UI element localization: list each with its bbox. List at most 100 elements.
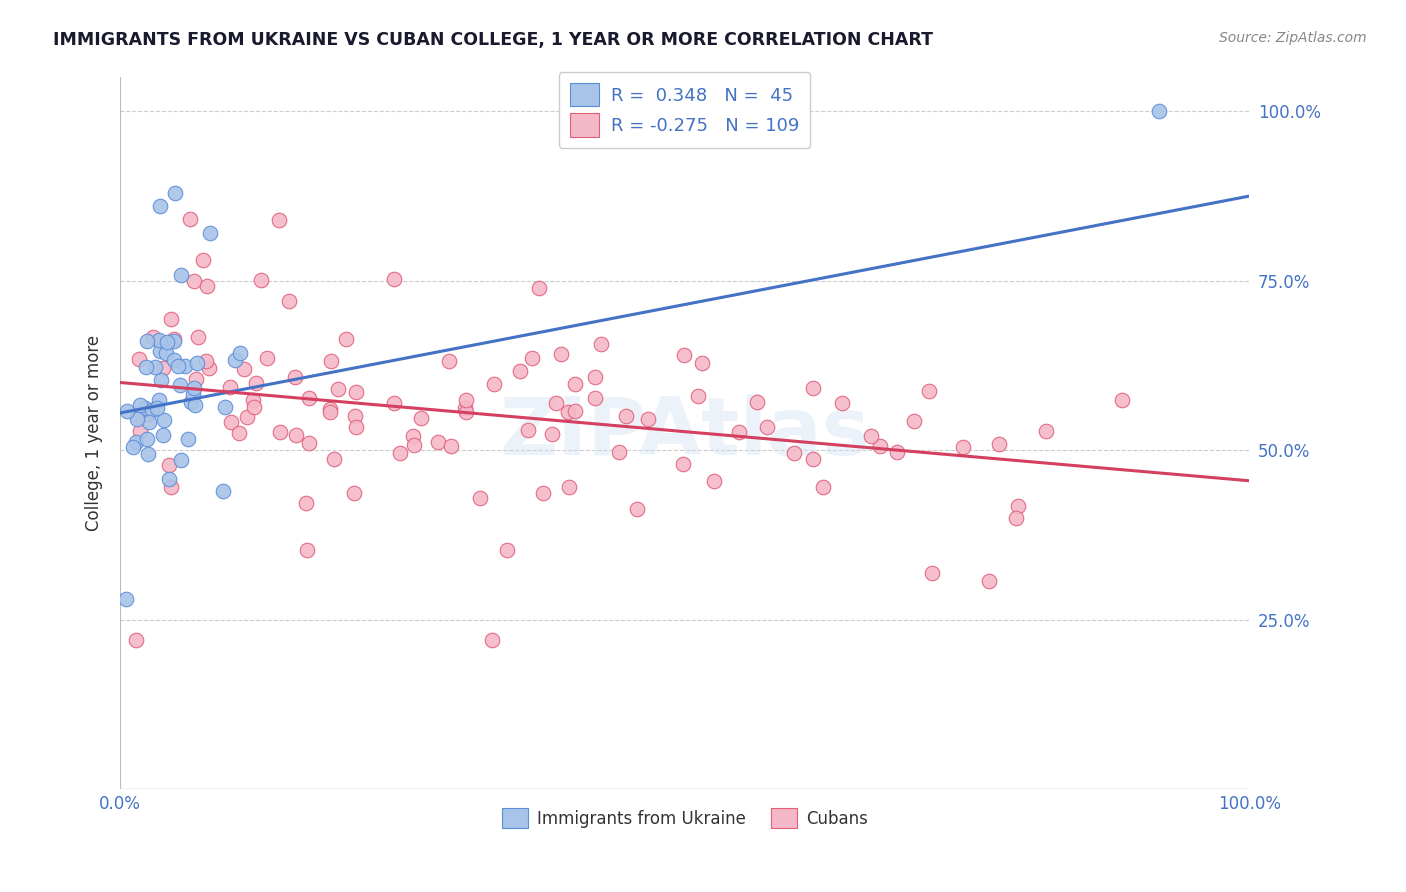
Point [745, 395, 768, 409]
Point [614, 409, 637, 424]
Point [278, 294, 301, 309]
Point [284, 370, 307, 384]
Point [454, 401, 477, 415]
Point [481, 633, 503, 648]
Point [224, 352, 246, 367]
Point [813, 480, 835, 494]
Point [583, 391, 606, 405]
Point [155, 346, 177, 360]
Point [219, 380, 242, 394]
Point [1007, 499, 1029, 513]
Point [181, 387, 204, 401]
Point [136, 334, 159, 348]
Point [167, 359, 190, 373]
Point [232, 361, 254, 376]
Point [136, 432, 159, 446]
Point [440, 439, 463, 453]
Point [454, 405, 477, 419]
Point [319, 402, 342, 417]
Point [564, 404, 586, 418]
Point [195, 278, 218, 293]
Point [163, 334, 186, 348]
Point [174, 359, 197, 373]
Point [411, 410, 433, 425]
Point [149, 344, 172, 359]
Point [183, 274, 205, 288]
Point [343, 485, 366, 500]
Point [388, 446, 411, 460]
Point [703, 474, 725, 488]
Point [136, 407, 159, 421]
Point [952, 440, 974, 454]
Point [402, 428, 425, 442]
Point [163, 332, 186, 346]
Point [242, 392, 264, 407]
Point [160, 311, 183, 326]
Point [344, 409, 367, 423]
Point [1147, 104, 1170, 119]
Point [522, 351, 544, 366]
Point [128, 351, 150, 366]
Point [235, 410, 257, 425]
Point [150, 373, 173, 387]
Y-axis label: College, 1 year or more: College, 1 year or more [86, 335, 103, 532]
Point [783, 446, 806, 460]
Point [152, 413, 174, 427]
Point [917, 384, 939, 399]
Point [156, 335, 179, 350]
Point [427, 434, 450, 449]
Legend: Immigrants from Ukraine, Cubans: Immigrants from Ukraine, Cubans [495, 802, 875, 834]
Point [859, 429, 882, 443]
Point [921, 566, 943, 580]
Point [127, 412, 149, 426]
Point [1111, 393, 1133, 408]
Point [143, 359, 166, 374]
Point [688, 389, 710, 403]
Point [256, 351, 278, 365]
Point [187, 330, 209, 344]
Point [214, 400, 236, 414]
Point [583, 370, 606, 384]
Text: Source: ZipAtlas.com: Source: ZipAtlas.com [1219, 31, 1367, 45]
Point [121, 440, 143, 454]
Point [169, 377, 191, 392]
Point [200, 227, 222, 241]
Point [1035, 424, 1057, 438]
Point [135, 359, 157, 374]
Point [191, 253, 214, 268]
Point [229, 345, 252, 359]
Point [285, 427, 308, 442]
Point [335, 332, 357, 346]
Point [114, 592, 136, 607]
Point [180, 394, 202, 409]
Point [903, 414, 925, 428]
Point [125, 633, 148, 648]
Point [589, 337, 612, 351]
Point [195, 353, 218, 368]
Point [134, 401, 156, 416]
Point [544, 396, 567, 410]
Point [382, 396, 405, 410]
Point [148, 392, 170, 407]
Point [152, 361, 174, 376]
Point [564, 376, 586, 391]
Point [626, 502, 648, 516]
Point [269, 425, 291, 440]
Point [470, 491, 492, 505]
Point [228, 426, 250, 441]
Point [801, 452, 824, 467]
Point [439, 354, 461, 368]
Point [557, 480, 579, 494]
Point [326, 383, 349, 397]
Point [344, 420, 367, 434]
Point [186, 356, 208, 370]
Point [509, 364, 531, 378]
Point [198, 361, 221, 376]
Point [541, 427, 564, 442]
Point [157, 458, 180, 473]
Point [869, 439, 891, 453]
Point [177, 432, 200, 446]
Point [319, 404, 342, 418]
Point [322, 452, 344, 467]
Point [250, 273, 273, 287]
